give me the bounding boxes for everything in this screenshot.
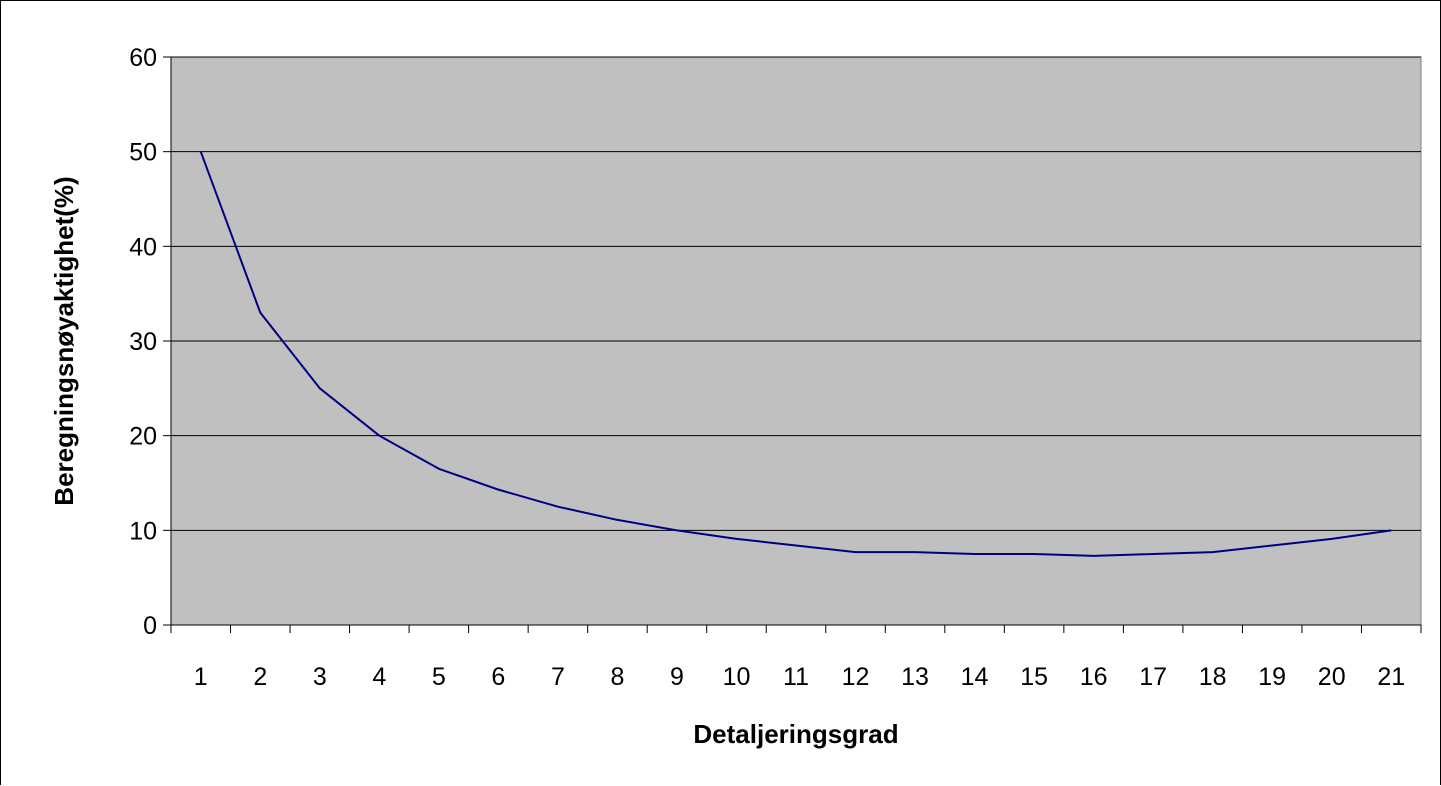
x-axis-title: Detaljeringsgrad (693, 719, 898, 749)
x-tick-label: 19 (1258, 663, 1286, 691)
y-tick-label: 20 (129, 423, 157, 451)
x-tick-label: 5 (432, 663, 446, 691)
y-tick-label: 40 (129, 233, 157, 261)
x-tick-label: 7 (551, 663, 565, 691)
x-tick-label: 9 (670, 663, 684, 691)
x-tick-label: 15 (1020, 663, 1048, 691)
y-axis-title: Beregningsnøyaktighet(%) (49, 176, 79, 505)
x-tick-label: 11 (783, 663, 809, 691)
x-tick-label: 6 (491, 663, 505, 691)
y-tick-label: 10 (129, 517, 157, 545)
x-tick-label: 17 (1139, 663, 1167, 691)
x-tick-label: 18 (1199, 663, 1227, 691)
x-tick-label: 20 (1318, 663, 1346, 691)
x-tick-label: 13 (901, 663, 929, 691)
x-tick-label: 21 (1377, 663, 1405, 691)
y-tick-label: 60 (129, 44, 157, 72)
x-tick-label: 4 (372, 663, 386, 691)
x-tick-label: 16 (1080, 663, 1108, 691)
y-tick-label: 0 (143, 612, 157, 640)
x-tick-label: 14 (961, 663, 989, 691)
x-tick-label: 8 (610, 663, 624, 691)
x-tick-label: 12 (842, 663, 870, 691)
y-axis-ticks: 0 10 20 30 40 50 60 (129, 44, 171, 640)
y-tick-label: 50 (129, 139, 157, 167)
y-tick-label: 30 (129, 328, 157, 356)
x-tick-label: 3 (313, 663, 327, 691)
x-tick-label: 2 (253, 663, 267, 691)
x-tick-label: 1 (194, 663, 208, 691)
x-tick-label: 10 (723, 663, 751, 691)
